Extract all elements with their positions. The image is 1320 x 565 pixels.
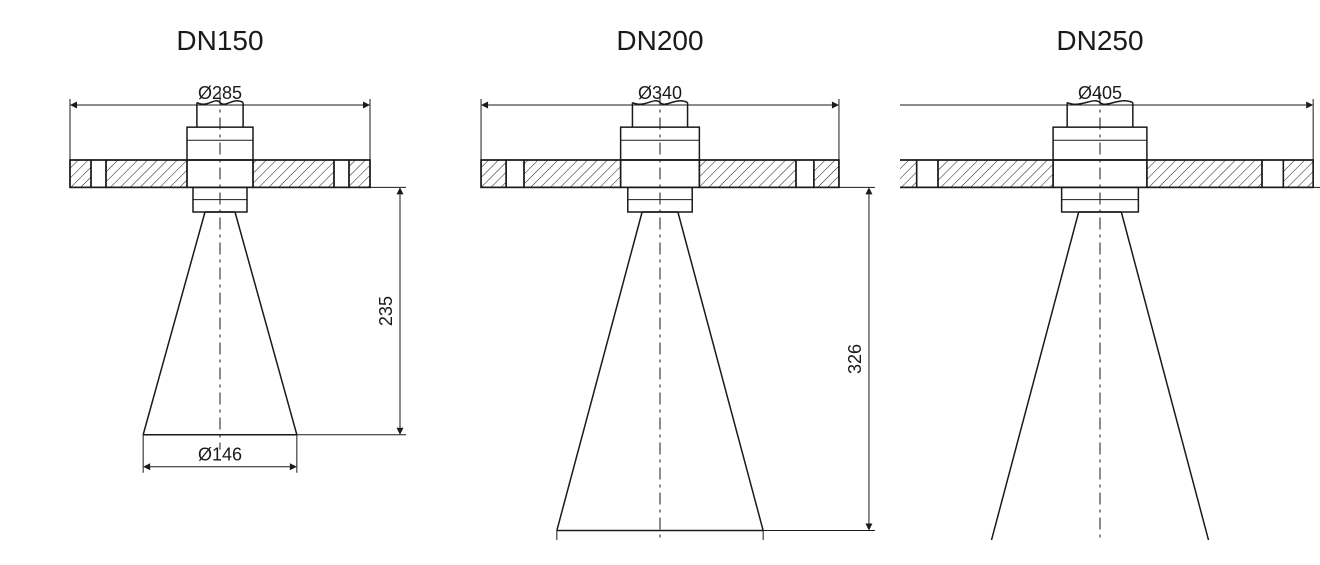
tech-drawing-2: DN250Ø405410Ø246 xyxy=(900,20,1320,540)
drawing-row: DN150Ø285235Ø146 DN200Ø340326Ø196 DN250Ø… xyxy=(20,20,1300,545)
tech-drawing-0: DN150Ø285235Ø146 xyxy=(20,20,460,540)
panel-2: DN250Ø405410Ø246 xyxy=(900,20,1320,545)
horn-diameter-label: Ø146 xyxy=(198,445,242,465)
height-label: 326 xyxy=(845,344,865,374)
panel-1: DN200Ø340326Ø196 xyxy=(460,20,900,545)
tech-drawing-1: DN200Ø340326Ø196 xyxy=(460,20,900,540)
panel-0: DN150Ø285235Ø146 xyxy=(20,20,460,545)
panel-title: DN150 xyxy=(176,25,263,56)
panel-title: DN200 xyxy=(616,25,703,56)
height-label: 235 xyxy=(376,296,396,326)
panel-title: DN250 xyxy=(1056,25,1143,56)
